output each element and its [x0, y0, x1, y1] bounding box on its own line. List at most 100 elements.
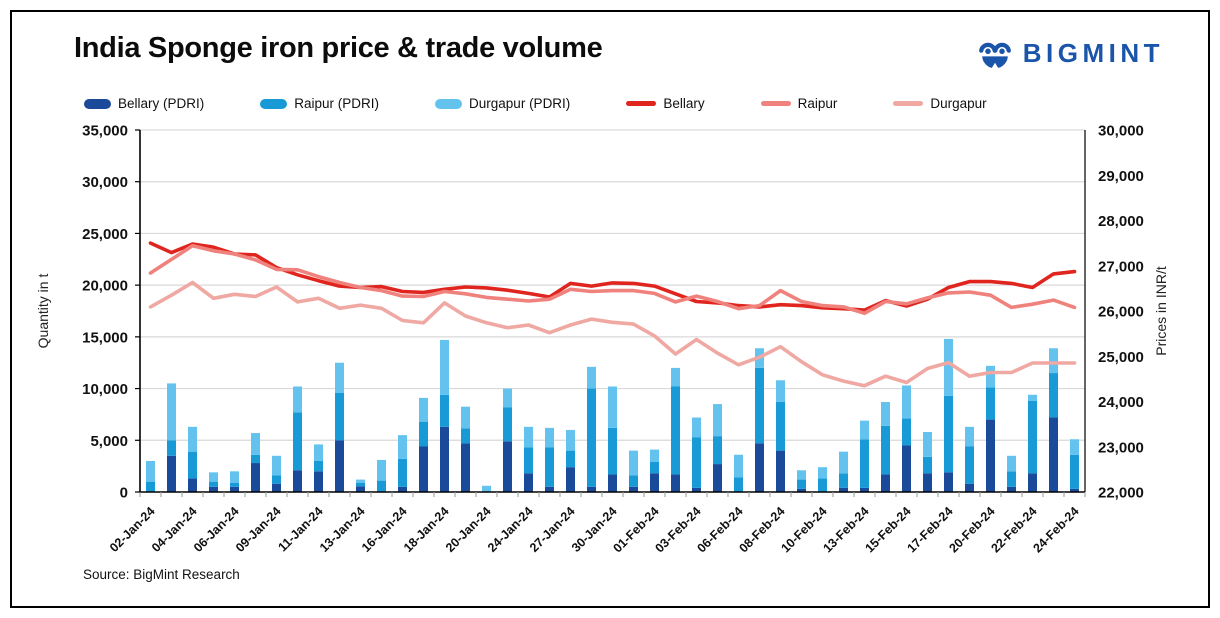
bar-segment: [881, 425, 890, 475]
bar-segment: [503, 441, 512, 492]
chart-legend: Bellary (PDRI) Raipur (PDRI) Durgapur (PDR…: [84, 96, 987, 111]
bigmint-logo: BIGMINT: [976, 34, 1164, 72]
right-tick-label: 27,000: [1098, 258, 1144, 275]
bar-segment: [818, 467, 827, 479]
bar-segment: [1007, 486, 1016, 492]
bar-segment: [272, 475, 281, 484]
bar-segment: [524, 473, 533, 492]
right-axis-title: Prices in INR/t: [1153, 266, 1169, 356]
bar-segment: [671, 386, 680, 475]
bar-segment: [692, 417, 701, 438]
bar-segment: [776, 450, 785, 492]
bar-swatch-icon: [260, 98, 288, 109]
bar-segment: [356, 486, 365, 492]
chart-header: India Sponge iron price & trade volume B…: [74, 32, 1164, 72]
bar-segment: [818, 478, 827, 492]
bar-segment: [860, 487, 869, 492]
bar-segment: [797, 479, 806, 489]
legend-label: Raipur: [797, 96, 838, 111]
bar-segment: [1049, 373, 1058, 418]
legend-label: Durgapur: [930, 96, 987, 111]
bar-segment: [356, 482, 365, 487]
bar-segment: [251, 463, 260, 492]
bar-segment: [902, 445, 911, 492]
bar-segment: [608, 427, 617, 475]
legend-label: Raipur (PDRI): [294, 96, 380, 111]
bar-segment: [524, 447, 533, 474]
bar-segment: [1028, 400, 1037, 474]
bar-segment: [1007, 471, 1016, 487]
bar-segment: [293, 470, 302, 492]
bar-segment: [881, 402, 890, 426]
bar-segment: [230, 471, 239, 483]
bar-segment: [188, 478, 197, 492]
bar-segment: [923, 456, 932, 474]
bar-segment: [209, 472, 218, 482]
bar-segment: [860, 439, 869, 488]
bar-segment: [839, 473, 848, 488]
bar-segment: [692, 437, 701, 488]
bar-segment: [293, 386, 302, 413]
bar-segment: [965, 426, 974, 447]
bar-segment: [797, 470, 806, 480]
bar-segment: [335, 362, 344, 393]
source-note: Source: BigMint Research: [83, 567, 240, 582]
legend-label: Bellary: [663, 96, 705, 111]
bar-segment: [272, 483, 281, 492]
left-tick-label: 30,000: [82, 174, 128, 191]
bar-segment: [230, 486, 239, 492]
price-line-raipur: [148, 244, 1077, 316]
volume-bars: [146, 338, 1079, 492]
bar-segment: [419, 446, 428, 492]
date-label: 09-Jan-24: [233, 504, 284, 555]
bar-segment: [398, 486, 407, 492]
bar-segment: [965, 446, 974, 484]
bar-segment: [398, 435, 407, 459]
legend-label: Durgapur (PDRI): [469, 96, 571, 111]
bar-segment: [650, 449, 659, 463]
left-tick-label: 35,000: [82, 123, 128, 140]
bar-swatch-icon: [84, 98, 111, 109]
bar-segment: [566, 429, 575, 451]
legend-item-bellary-pdri: Bellary (PDRI): [84, 96, 204, 111]
bar-segment: [524, 426, 533, 448]
bar-segment: [1049, 348, 1058, 374]
price-lines: [148, 241, 1077, 388]
bar-segment: [629, 475, 638, 487]
left-tick-label: 25,000: [82, 226, 128, 243]
bar-segment: [566, 467, 575, 492]
bar-segment: [755, 443, 764, 492]
bar-segment: [713, 436, 722, 465]
bar-segment: [188, 451, 197, 479]
bar-segment: [734, 454, 743, 478]
bar-segment: [587, 388, 596, 487]
bar-segment: [713, 464, 722, 492]
bar-segment: [629, 450, 638, 476]
bar-segment: [587, 486, 596, 492]
right-tick-label: 26,000: [1098, 304, 1144, 321]
bar-segment: [986, 365, 995, 388]
bar-segment: [944, 395, 953, 473]
bar-segment: [251, 454, 260, 464]
bar-segment: [587, 366, 596, 389]
right-tick-label: 28,000: [1098, 213, 1144, 230]
line-swatch-icon: [760, 101, 791, 106]
bar-segment: [230, 482, 239, 487]
bar-segment: [146, 481, 155, 492]
right-tick-label: 30,000: [1098, 123, 1144, 140]
bar-segment: [650, 473, 659, 492]
bar-segment: [671, 474, 680, 492]
bar-segment: [965, 483, 974, 492]
legend-item-bellary: Bellary: [626, 96, 705, 111]
left-axis-ticks: 0 5,000 10,000 15,000 20,000 25,000 30,000 35,0…: [82, 123, 140, 502]
left-tick-label: 5,000: [90, 433, 128, 450]
bar-segment: [503, 388, 512, 408]
bar-segment: [1007, 455, 1016, 472]
price-line-bellary: [148, 241, 1077, 312]
bar-segment: [986, 387, 995, 420]
chart-border-frame: [10, 10, 1210, 608]
bar-segment: [902, 385, 911, 419]
bar-segment: [419, 421, 428, 447]
bar-segment: [398, 458, 407, 487]
